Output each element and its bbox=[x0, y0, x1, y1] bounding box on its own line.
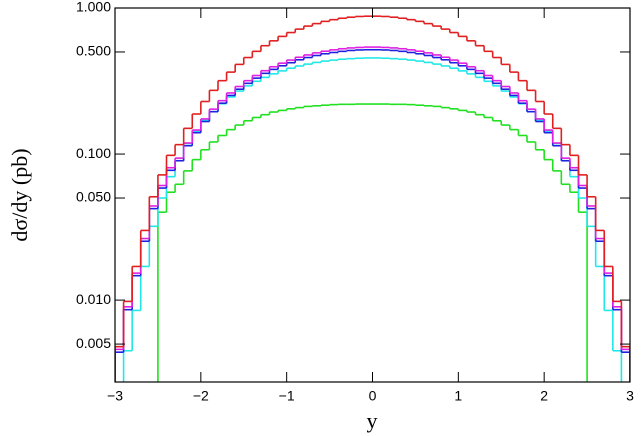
y-tick-label: 0.005 bbox=[76, 335, 111, 351]
x-tick-label: −1 bbox=[279, 388, 295, 404]
x-tick-label: 3 bbox=[626, 388, 634, 404]
y-axis-title: dσ/dy (pb) bbox=[7, 148, 32, 241]
y-tick-label: 0.010 bbox=[76, 291, 111, 307]
y-tick-label: 0.500 bbox=[76, 43, 111, 59]
x-tick-label: 0 bbox=[369, 388, 377, 404]
y-tick-label: 0.100 bbox=[76, 145, 111, 161]
x-tick-label: −3 bbox=[107, 388, 123, 404]
y-tick-label: 1.000 bbox=[76, 0, 111, 15]
x-tick-label: 2 bbox=[540, 388, 548, 404]
x-tick-label: 1 bbox=[454, 388, 462, 404]
plot-marks bbox=[115, 15, 630, 382]
x-axis-title: y bbox=[367, 408, 378, 433]
x-tick-label: −2 bbox=[193, 388, 209, 404]
y-tick-label: 0.050 bbox=[76, 189, 111, 205]
plot-frame bbox=[114, 7, 631, 383]
